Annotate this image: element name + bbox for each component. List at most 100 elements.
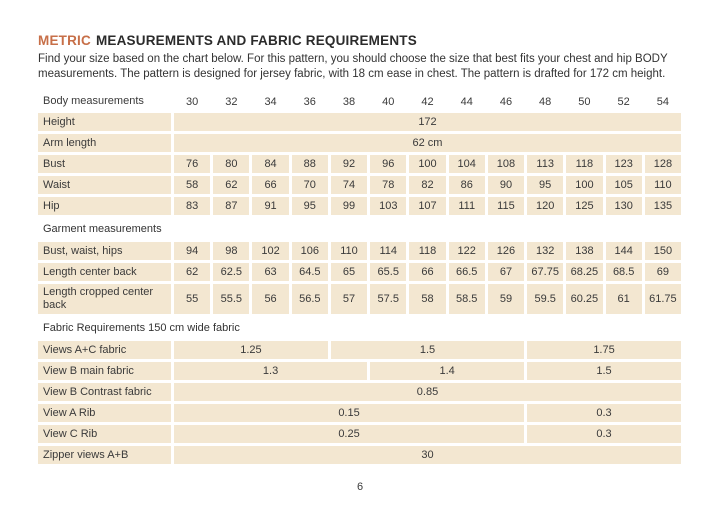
size-header-cell: 52 xyxy=(617,95,630,108)
value-cell: 62 cm xyxy=(174,134,681,152)
row-label-cell: Arm length xyxy=(38,134,171,152)
value-cell: 83 xyxy=(174,197,211,215)
value-cell: 61 xyxy=(605,284,642,314)
value-cell: 62 xyxy=(213,176,250,194)
value-cell: 58 xyxy=(409,284,446,314)
value-cell: 68.25 xyxy=(566,263,603,281)
value-cell: 114 xyxy=(370,242,407,260)
value-cell: 1.25 xyxy=(174,341,328,359)
value-cell: 30 xyxy=(174,446,681,464)
value-cell: 0.3 xyxy=(527,425,681,443)
value-cell: 74 xyxy=(330,176,368,194)
value-cell: 92 xyxy=(330,155,368,173)
value-cell: 150 xyxy=(644,242,681,260)
value-cell: 66.5 xyxy=(448,263,485,281)
value-cell: 100 xyxy=(409,155,446,173)
size-header-cell: 30 xyxy=(185,95,199,108)
value-cell: 108 xyxy=(487,155,525,173)
value-cell: 1.3 xyxy=(174,362,368,380)
value-cell: 99 xyxy=(330,197,368,215)
value-cell: 126 xyxy=(487,242,525,260)
value-cell: 67.75 xyxy=(527,263,564,281)
value-cell: 94 xyxy=(174,242,211,260)
value-cell: 104 xyxy=(448,155,485,173)
value-cell: 105 xyxy=(605,176,642,194)
row-label-cell: View B Contrast fabric xyxy=(38,383,171,401)
size-header-cell: 40 xyxy=(382,95,395,108)
value-cell: 55.5 xyxy=(213,284,250,314)
value-cell: 132 xyxy=(527,242,564,260)
value-cell: 65 xyxy=(330,263,368,281)
page-title: METRIC MEASUREMENTS AND FABRIC REQUIREMEN… xyxy=(38,33,417,48)
value-cell: 63 xyxy=(252,263,289,281)
value-cell: 96 xyxy=(370,155,407,173)
value-cell: 65.5 xyxy=(370,263,407,281)
row-label-cell: Length center back xyxy=(38,263,171,281)
row-label-cell: View B main fabric xyxy=(38,362,171,380)
value-cell: 128 xyxy=(644,155,681,173)
value-cell: 69 xyxy=(644,263,681,281)
value-cell: 115 xyxy=(487,197,525,215)
intro-line-2: measurements. The pattern is designed fo… xyxy=(38,68,666,80)
value-cell: 95 xyxy=(527,176,564,194)
value-cell: 102 xyxy=(252,242,289,260)
row-label-cell: Bust xyxy=(38,155,171,173)
value-cell: 103 xyxy=(370,197,407,215)
page-number: 6 xyxy=(356,481,364,493)
value-cell: 135 xyxy=(644,197,681,215)
value-cell: 87 xyxy=(213,197,250,215)
value-cell: 66 xyxy=(252,176,289,194)
value-cell: 67 xyxy=(487,263,525,281)
row-label-cell: Hip xyxy=(38,197,171,215)
intro-paragraph: Find your size based on the chart below.… xyxy=(38,52,698,82)
value-cell: 61.75 xyxy=(644,284,681,314)
value-cell: 88 xyxy=(291,155,328,173)
value-cell: 110 xyxy=(644,176,681,194)
value-cell: 113 xyxy=(527,155,564,173)
row-label-cell: View A Rib xyxy=(38,404,171,422)
value-cell: 172 xyxy=(174,113,681,131)
value-cell: 120 xyxy=(527,197,564,215)
row-label-cell: Height xyxy=(38,113,171,131)
value-cell: 64.5 xyxy=(291,263,328,281)
value-cell: 0.3 xyxy=(527,404,681,422)
value-cell: 84 xyxy=(252,155,289,173)
value-cell: 86 xyxy=(448,176,485,194)
size-header-cell: 54 xyxy=(656,95,669,108)
value-cell: 0.85 xyxy=(174,383,681,401)
value-cell: 62.5 xyxy=(213,263,250,281)
intro-line-1: Find your size based on the chart below.… xyxy=(38,53,668,65)
value-cell: 90 xyxy=(487,176,525,194)
row-label-cell: Bust, waist, hips xyxy=(38,242,171,260)
section-row-label: Fabric Requirements 150 cm wide fabric xyxy=(43,321,240,334)
size-header-cell: 32 xyxy=(225,95,238,108)
value-cell: 138 xyxy=(566,242,603,260)
value-cell: 57.5 xyxy=(370,284,407,314)
size-header-cell: 36 xyxy=(303,95,316,108)
size-header-cell: 48 xyxy=(539,95,552,108)
value-cell: 122 xyxy=(448,242,485,260)
row-label-cell: Zipper views A+B xyxy=(38,446,171,464)
value-cell: 91 xyxy=(252,197,289,215)
size-header-cell: 38 xyxy=(342,95,356,108)
size-header-cell: 42 xyxy=(421,95,434,108)
value-cell: 110 xyxy=(330,242,368,260)
value-cell: 123 xyxy=(605,155,642,173)
value-cell: 60.25 xyxy=(566,284,603,314)
value-cell: 0.15 xyxy=(174,404,525,422)
value-cell: 80 xyxy=(213,155,250,173)
value-cell: 1.5 xyxy=(330,341,525,359)
value-cell: 59 xyxy=(487,284,525,314)
section-row-label: Garment measurements xyxy=(43,222,162,235)
value-cell: 68.5 xyxy=(605,263,642,281)
value-cell: 100 xyxy=(566,176,603,194)
value-cell: 57 xyxy=(330,284,368,314)
value-cell: 130 xyxy=(605,197,642,215)
value-cell: 125 xyxy=(566,197,603,215)
size-header-cell: 50 xyxy=(578,95,591,108)
row-label-cell: Length cropped center back xyxy=(38,284,171,314)
value-cell: 118 xyxy=(409,242,446,260)
row-label-cell: Waist xyxy=(38,176,171,194)
measurement-table: Body measurements 30 32 34 36 38 40 42 44 46 48 50 5… xyxy=(38,93,681,464)
